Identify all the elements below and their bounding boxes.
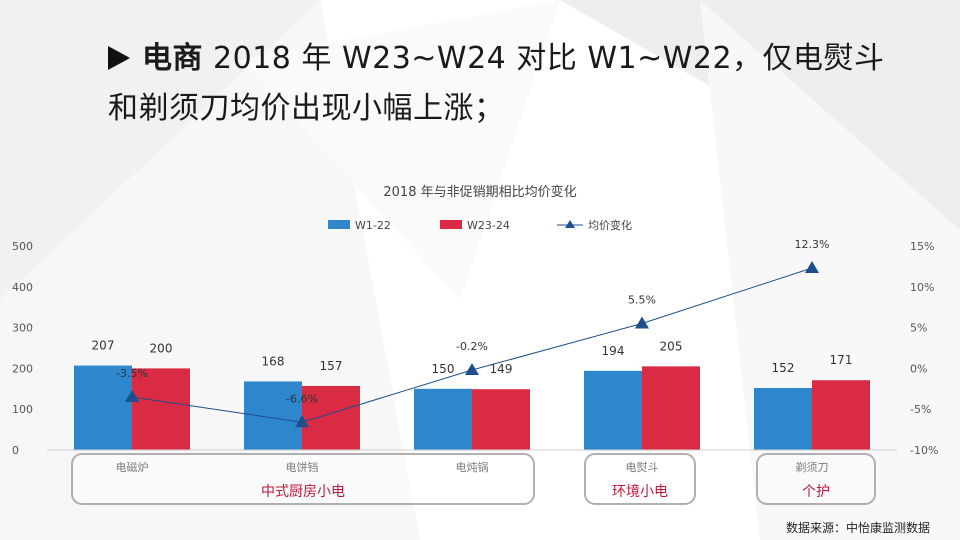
- left-axis-tick: 500: [12, 240, 33, 253]
- bar-w23-24: [472, 389, 530, 450]
- bar-value-label: 205: [660, 339, 683, 353]
- category-label: 电磁炉: [116, 461, 149, 474]
- price-change-point: [635, 316, 649, 329]
- legend-marker-price-change: [565, 220, 575, 228]
- price-change-point: [805, 261, 819, 274]
- price-change-label: 12.3%: [795, 238, 830, 251]
- right-axis-tick: 0%: [910, 362, 927, 375]
- left-axis-tick: 400: [12, 281, 33, 294]
- triangle-bullet-icon: [108, 46, 130, 70]
- price-change-label: 5.5%: [628, 294, 656, 307]
- category-label: 电熨斗: [626, 460, 659, 474]
- legend-swatch-w1-22: [328, 220, 350, 229]
- category-label: 电炖锅: [456, 461, 489, 474]
- headline-text: 2018 年 W23~W24 对比 W1~W22，仅电熨斗和剃须刀均价出现小幅上…: [108, 41, 885, 126]
- category-group-box: [584, 453, 696, 505]
- source-note: 数据来源：中怡康监测数据: [785, 521, 930, 535]
- price-change-point: [125, 389, 139, 402]
- bar-w1-22: [584, 370, 642, 450]
- left-axis-tick: 200: [12, 362, 33, 375]
- category-group-label: 环境小电: [612, 484, 668, 500]
- slide-headline: 电商 2018 年 W23~W24 对比 W1~W22，仅电熨斗和剃须刀均价出现…: [108, 34, 888, 134]
- bar-w23-24: [812, 380, 870, 450]
- bar-value-label: 200: [150, 341, 173, 355]
- bar-w1-22: [74, 365, 132, 450]
- category-group-box: [71, 453, 535, 505]
- bar-value-label: 150: [432, 362, 455, 376]
- price-change-point: [465, 363, 479, 376]
- left-axis-tick: 100: [12, 403, 33, 416]
- category-group-box: [756, 453, 876, 505]
- legend-swatch-w23-24: [440, 220, 462, 229]
- right-axis-tick: 15%: [910, 240, 934, 253]
- bar-w1-22: [754, 387, 812, 450]
- legend-label-w1-22: W1-22: [355, 219, 391, 232]
- bar-w1-22: [414, 388, 472, 450]
- category-label: 电饼铛: [286, 460, 319, 474]
- price-change-point: [295, 415, 309, 428]
- bar-value-label: 149: [490, 362, 513, 376]
- left-axis-tick: 300: [12, 322, 33, 335]
- category-label: 剃须刀: [796, 461, 829, 474]
- bar-w23-24: [642, 366, 700, 450]
- price-change-label: -3.5%: [116, 367, 148, 380]
- bar-value-label: 207: [92, 339, 115, 353]
- right-axis-tick: 10%: [910, 281, 934, 294]
- category-group-label: 个护: [802, 484, 830, 500]
- bar-w1-22: [244, 381, 302, 450]
- right-axis-tick: -5%: [910, 403, 931, 416]
- price-change-label: -0.2%: [456, 340, 488, 353]
- legend-label-w23-24: W23-24: [467, 219, 510, 232]
- bar-w23-24: [132, 368, 190, 450]
- bar-value-label: 194: [602, 344, 625, 358]
- chart-title: 2018 年与非促销期相比均价变化: [383, 184, 576, 200]
- bar-w23-24: [302, 385, 360, 450]
- right-axis-tick: 5%: [910, 322, 927, 335]
- price-change-label: -6.6%: [286, 392, 318, 405]
- bar-value-label: 171: [830, 353, 853, 367]
- headline-bold-prefix: 电商: [142, 41, 203, 76]
- bar-value-label: 168: [262, 354, 285, 368]
- bar-value-label: 157: [320, 359, 343, 373]
- category-group-label: 中式厨房小电: [261, 484, 345, 500]
- legend-label-price-change: 均价变化: [588, 218, 632, 232]
- left-axis-tick: 0: [12, 444, 19, 457]
- bar-value-label: 152: [772, 361, 795, 375]
- right-axis-tick: -10%: [910, 444, 938, 457]
